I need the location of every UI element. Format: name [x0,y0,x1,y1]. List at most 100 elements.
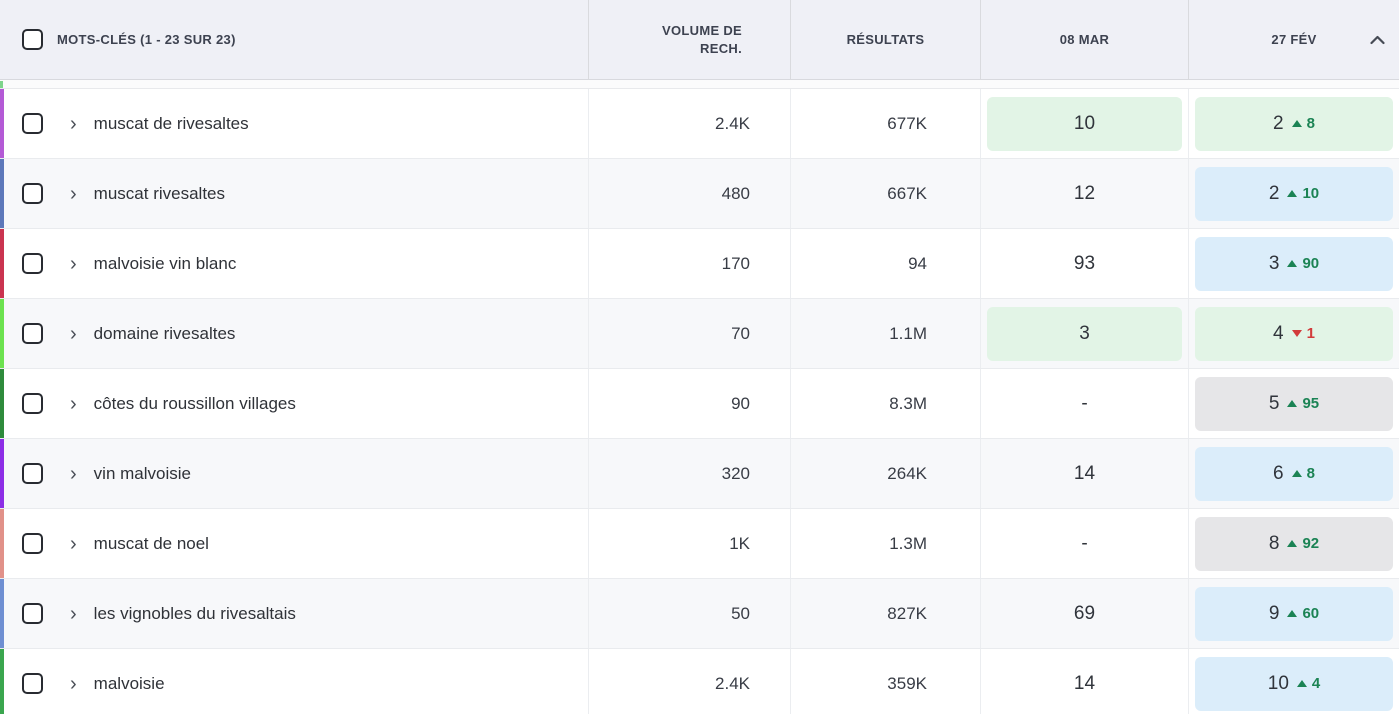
rank-change-value: 90 [1302,255,1320,272]
rank-08mar-cell: - [980,369,1188,438]
keyword-label[interactable]: côtes du roussillon villages [93,393,296,413]
row-checkbox[interactable] [22,603,43,624]
date-08mar-header-cell[interactable]: 08 MAR [980,0,1188,79]
search-volume-header-label: VOLUME DE RECH. [662,22,742,56]
rank-08mar-cell: 14 [980,439,1188,508]
rank-08mar-value: 12 [1073,182,1096,204]
rank-08mar-value: 14 [1073,672,1096,694]
row-checkbox[interactable] [22,393,43,414]
rank-27fev-cell: 3 90 [1188,229,1399,298]
rank-08mar-pill: - [987,377,1182,431]
rank-change: 8 [1291,465,1315,482]
keyword-cell: › malvoisie [0,649,588,714]
keyword-label[interactable]: les vignobles du rivesaltais [93,603,296,623]
rank-27fev-pill: 3 90 [1195,236,1393,291]
trend-icon [1287,190,1298,197]
rank-27fev-value: 6 [1273,462,1284,484]
keyword-label[interactable]: vin malvoisie [93,463,191,483]
row-checkbox[interactable] [22,113,43,134]
chevron-right-icon[interactable]: › [70,112,77,135]
chevron-right-icon[interactable]: › [70,182,77,205]
chevron-right-icon[interactable]: › [70,602,77,625]
results-value: 264K [790,439,980,508]
row-checkbox[interactable] [22,533,43,554]
rank-08mar-pill: - [987,517,1182,571]
keyword-label[interactable]: malvoisie [93,673,165,693]
rank-08mar-pill: 10 [987,96,1182,151]
row-checkbox[interactable] [22,463,43,484]
rank-27fev-value: 2 [1268,182,1280,204]
trend-icon [1287,260,1298,267]
chevron-right-icon[interactable]: › [70,252,77,275]
table-row: › domaine rivesaltes 70 1.1M 3 4 1 [0,299,1399,369]
keyword-cell: › muscat rivesaltes [0,159,588,228]
keyword-cell: › côtes du roussillon villages [0,369,588,438]
results-value: 94 [790,229,980,298]
rank-change: 10 [1287,185,1319,202]
rank-change: 90 [1287,255,1319,272]
results-header-cell[interactable]: RÉSULTATS [790,0,980,79]
rank-change-value: 92 [1302,535,1320,552]
rank-change-value: 8 [1306,465,1315,482]
row-checkbox[interactable] [22,183,43,204]
keyword-label[interactable]: muscat de noel [93,533,209,553]
rank-27fev-cell: 6 8 [1188,439,1399,508]
chevron-right-icon[interactable]: › [70,462,77,485]
rank-08mar-value: - [1081,392,1088,414]
rank-27fev-value: 5 [1268,392,1280,414]
results-header-label: RÉSULTATS [846,32,925,47]
trend-icon [1291,330,1302,337]
keyword-label[interactable]: domaine rivesaltes [93,323,236,343]
date-27fev-header-label: 27 FÉV [1271,32,1317,47]
keyword-label[interactable]: muscat rivesaltes [93,183,225,203]
rank-08mar-value: 14 [1073,462,1096,484]
rank-27fev-pill: 10 4 [1195,656,1393,711]
search-volume-value: 2.4K [588,89,790,158]
rank-08mar-cell: - [980,509,1188,578]
rank-27fev-cell: 2 10 [1188,159,1399,228]
rank-08mar-pill: 69 [987,587,1182,641]
rank-change-value: 4 [1311,675,1321,692]
rank-08mar-value: 3 [1079,322,1090,344]
table-row: › vin malvoisie 320 264K 14 6 8 [0,439,1399,509]
rank-27fev-pill: 9 60 [1195,586,1393,641]
rank-08mar-value: 69 [1073,602,1096,624]
chevron-right-icon[interactable]: › [70,392,77,415]
date-27fev-header-cell[interactable]: 27 FÉV [1188,0,1399,79]
row-checkbox[interactable] [22,323,43,344]
rank-08mar-pill: 14 [987,447,1182,501]
keyword-cell: › les vignobles du rivesaltais [0,579,588,648]
chevron-right-icon[interactable]: › [70,672,77,695]
rank-08mar-pill: 12 [987,167,1182,221]
results-value: 677K [790,89,980,158]
keyword-color-stripe [0,159,4,228]
rank-08mar-cell: 69 [980,579,1188,648]
keyword-label[interactable]: muscat de rivesaltes [93,113,249,133]
scroll-gap [0,80,1399,88]
row-checkbox[interactable] [22,253,43,274]
keyword-color-stripe [0,89,4,158]
keywords-header-cell: MOTS-CLÉS (1 - 23 SUR 23) [0,0,588,79]
rank-change-value: 10 [1302,185,1320,202]
trend-icon [1291,470,1302,477]
sort-asc-icon[interactable] [1370,35,1385,44]
search-volume-header-cell[interactable]: VOLUME DE RECH. [588,0,790,79]
select-all-checkbox[interactable] [22,29,43,50]
keyword-color-stripe [0,439,4,508]
results-value: 827K [790,579,980,648]
keyword-color-stripe [0,369,4,438]
rank-change-value: 60 [1302,605,1320,622]
keyword-label[interactable]: malvoisie vin blanc [93,253,237,273]
rank-change-value: 95 [1302,395,1320,412]
table-row: › muscat de noel 1K 1.3M - 8 92 [0,509,1399,579]
chevron-right-icon[interactable]: › [70,532,77,555]
rank-27fev-cell: 2 8 [1188,89,1399,158]
rank-08mar-value: 10 [1073,112,1096,134]
search-volume-value: 480 [588,159,790,228]
chevron-right-icon[interactable]: › [70,322,77,345]
row-checkbox[interactable] [22,673,43,694]
keyword-cell: › muscat de rivesaltes [0,89,588,158]
rank-27fev-value: 2 [1273,112,1284,134]
keyword-color-stripe [0,299,4,368]
